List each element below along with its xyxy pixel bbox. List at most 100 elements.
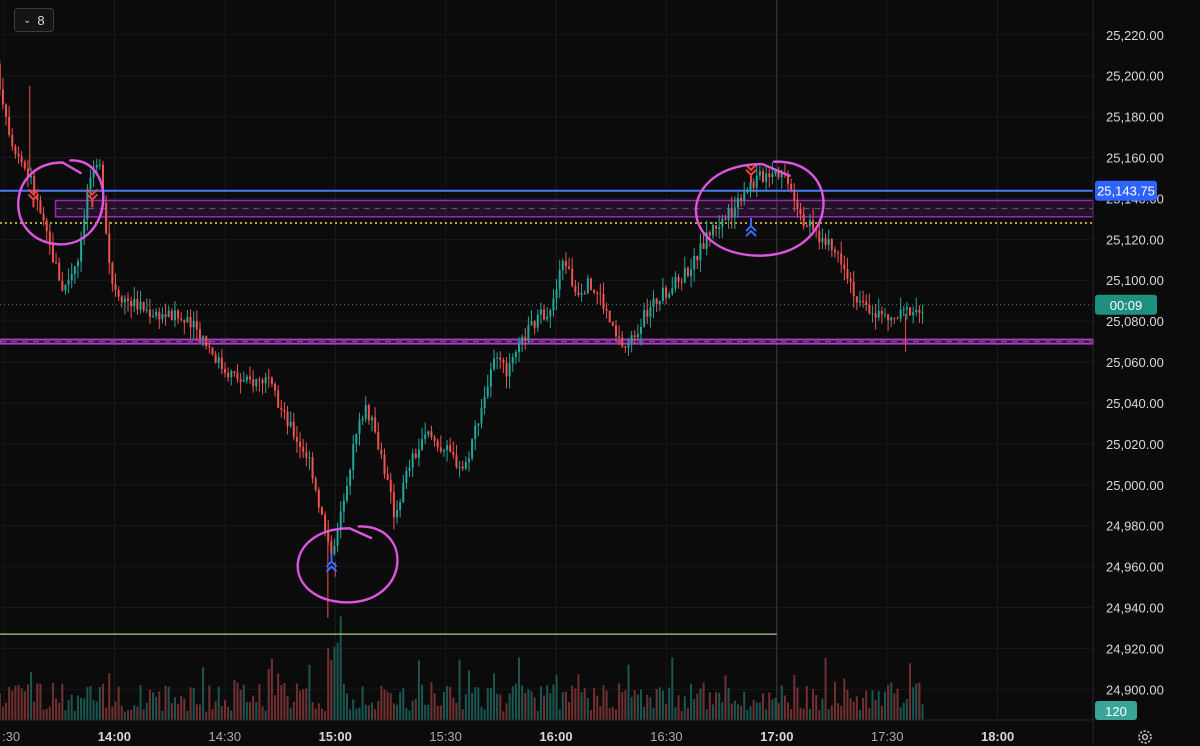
candle-body [330,541,333,555]
candle-body [505,362,508,377]
volume-bar [665,703,668,720]
candle-body [649,306,652,317]
candle-body [830,239,833,250]
volume-bar [98,687,101,720]
candle-body [233,371,236,373]
volume-bar [683,696,686,720]
volume-bar [0,693,1,720]
volume-bar [449,686,452,720]
y-tick-label: 24,920.00 [1106,641,1164,656]
highlight-circle [17,159,105,246]
candle-body [45,220,48,232]
candle-body [680,281,683,283]
volume-bar [533,697,536,720]
candle-body [202,336,205,339]
candle-body [8,116,11,135]
candle-body [796,200,799,209]
sell-signal-marker [27,188,40,208]
price-tags: 25,143.75 00:09 120 [1095,180,1157,720]
candle-body [367,405,370,421]
volume-bar [818,710,821,720]
volume-bar [489,687,492,720]
volume-bar [417,660,420,720]
candle-body [148,309,151,317]
volume-bar [20,688,23,720]
candle-body [502,359,505,363]
volume-bar [173,697,176,720]
volume-bar [608,708,611,720]
candle-body [514,352,517,358]
price-levels [0,189,1094,635]
volume-bar [452,697,455,720]
candle-body [752,182,755,188]
volume-bar [536,710,539,720]
volume-bar [496,693,499,720]
candle-body [464,462,467,469]
volume-bar [317,703,320,720]
volume-bar [142,709,145,720]
candle-body [758,171,761,176]
volume-bar [89,686,92,720]
volume-bar [164,685,167,720]
chevron-icon [27,188,40,196]
candle-body [411,453,414,468]
candle-body [446,445,449,451]
candle-body [108,233,111,263]
volume-bar [502,711,505,720]
volume-bar [596,695,599,720]
candle-body [802,214,805,227]
candle-body [630,335,633,344]
candle-body [674,276,677,289]
candle-body [489,369,492,387]
volume-bar [292,701,295,720]
candle-body [158,311,161,320]
volume-tag: 120 [1095,701,1137,720]
candle-body [236,372,239,380]
candle-body [552,298,555,311]
candle-body [862,300,865,302]
candle-body [439,447,442,452]
candle-body [161,314,164,320]
candle-body [342,500,345,512]
volume-bar [80,697,83,720]
volume-bar [280,685,283,720]
candle-body [480,407,483,424]
candle-body [571,268,574,286]
volume-bar [765,709,768,720]
volume-bar [414,698,417,720]
volume-bar [868,708,871,720]
volume-bar [655,689,658,720]
candle-body [852,281,855,297]
volume-bar [711,704,714,720]
candle-body [690,269,693,277]
volume-bar [186,710,189,720]
candle-body [430,431,433,438]
volume-bar [64,710,67,720]
volume-bar [568,701,571,720]
volume-bar [602,685,605,720]
candle-body [718,226,721,229]
interval-selector[interactable]: ⌄ 8 [14,8,54,32]
volume-bar [308,664,311,720]
volume-bar [320,708,323,720]
volume-bar [295,683,298,720]
volume-bar [674,707,677,720]
volume-bar [136,706,139,720]
hand-drawn-circles [17,159,825,604]
gear-icon[interactable] [1136,728,1154,746]
candle-body [11,134,14,147]
candle-body [596,292,599,294]
volume-bar [721,702,724,720]
volume-bar [790,709,793,720]
time-axis[interactable]: :30 14:00 14:30 15:00 15:30 16:00 16:30 17:00 17… [2,729,1014,743]
candle-body [518,343,521,353]
volume-bar [299,690,302,720]
candle-body [95,164,98,168]
candle-body [727,208,730,220]
buy-signal-marker [745,218,757,237]
volume-bar [114,701,117,720]
volume-bar [661,690,664,720]
volume-bar [780,685,783,720]
candle-body [858,300,861,303]
